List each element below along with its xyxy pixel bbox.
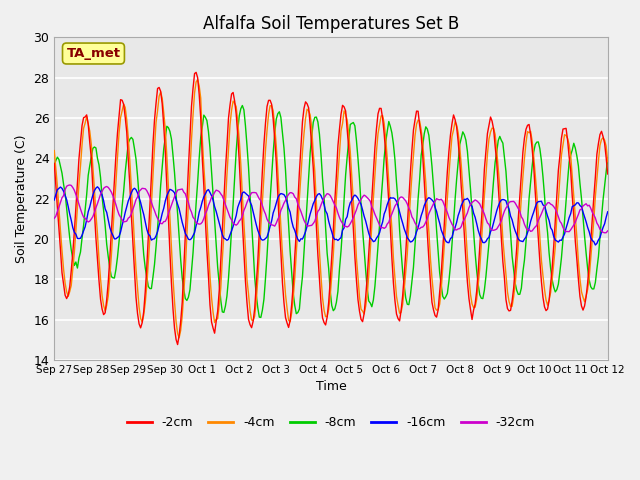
Y-axis label: Soil Temperature (C): Soil Temperature (C) xyxy=(15,134,28,263)
Text: TA_met: TA_met xyxy=(67,47,120,60)
Legend: -2cm, -4cm, -8cm, -16cm, -32cm: -2cm, -4cm, -8cm, -16cm, -32cm xyxy=(122,411,540,434)
Title: Alfalfa Soil Temperatures Set B: Alfalfa Soil Temperatures Set B xyxy=(203,15,459,33)
X-axis label: Time: Time xyxy=(316,381,346,394)
